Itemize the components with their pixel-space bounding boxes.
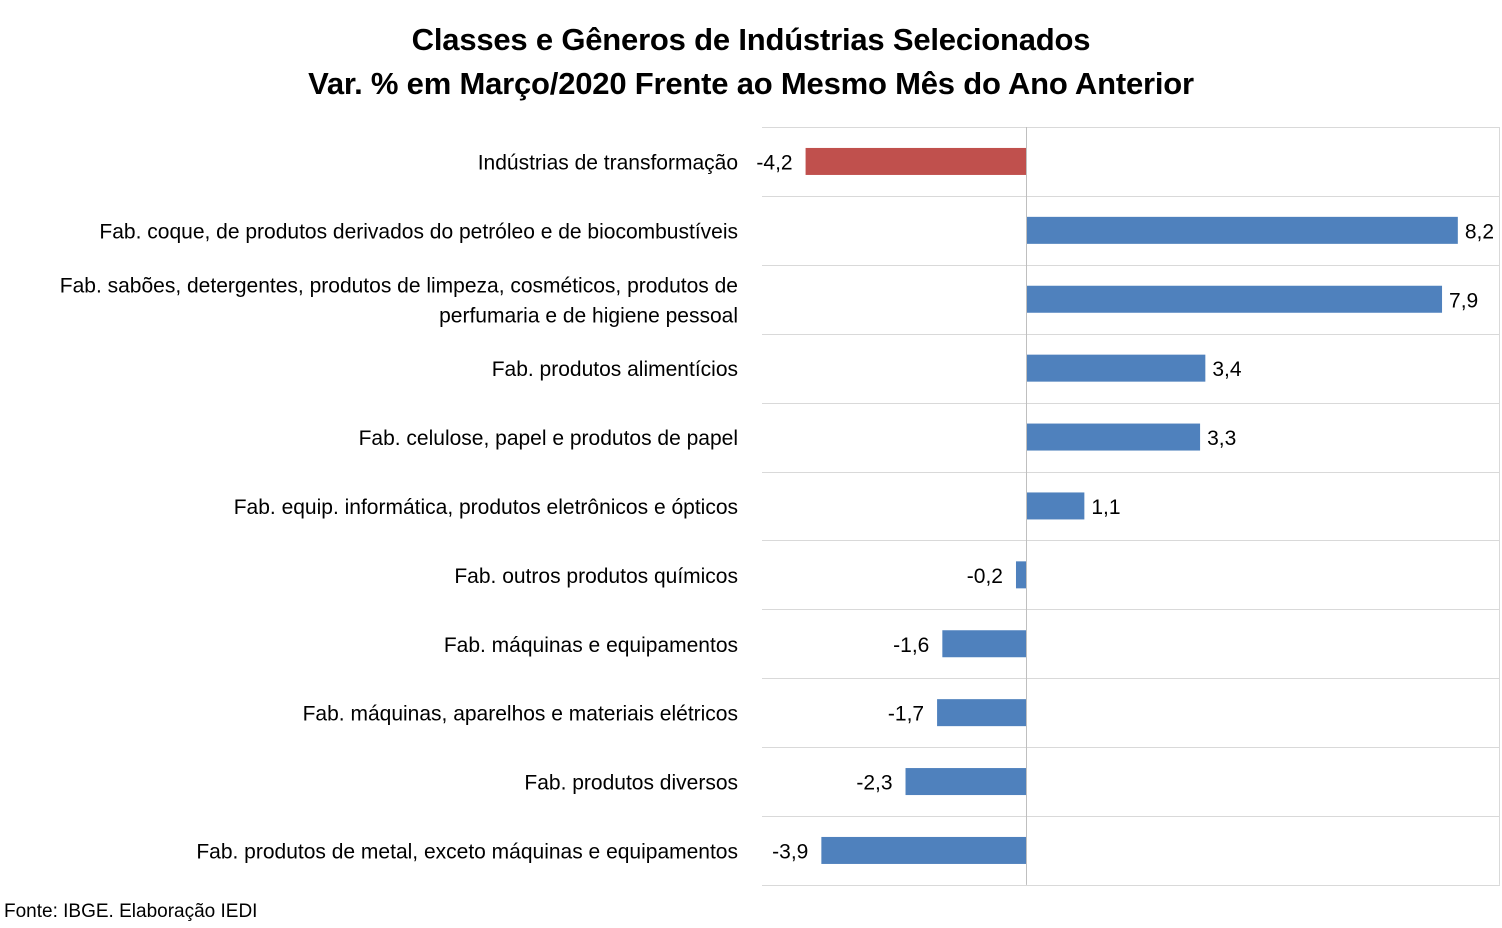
category-label-3: Fab. produtos alimentícios bbox=[492, 358, 738, 381]
value-label-2: 7,9 bbox=[1449, 289, 1478, 312]
bar-7 bbox=[942, 630, 1027, 658]
source-note: Fonte: IBGE. Elaboração IEDI bbox=[4, 901, 258, 922]
bar-layer bbox=[805, 147, 1458, 864]
value-label-10: -3,9 bbox=[772, 840, 808, 863]
bar-9 bbox=[905, 768, 1027, 796]
category-label-7: Fab. máquinas e equipamentos bbox=[444, 634, 738, 657]
category-label-4: Fab. celulose, papel e produtos de papel bbox=[359, 427, 738, 450]
category-label-8: Fab. máquinas, aparelhos e materiais elé… bbox=[303, 703, 738, 726]
grid-layer bbox=[762, 127, 1500, 886]
bar-8 bbox=[937, 699, 1027, 727]
value-label-5: 1,1 bbox=[1091, 496, 1120, 519]
value-label-8: -1,7 bbox=[888, 703, 924, 726]
value-label-1: 8,2 bbox=[1465, 220, 1494, 243]
bar-1 bbox=[1026, 216, 1458, 244]
category-label-6: Fab. outros produtos químicos bbox=[454, 565, 738, 588]
bar-0 bbox=[805, 147, 1027, 175]
value-label-9: -2,3 bbox=[856, 772, 892, 795]
bar-6 bbox=[1015, 561, 1027, 589]
bar-2 bbox=[1026, 285, 1443, 313]
category-label-9: Fab. produtos diversos bbox=[524, 772, 738, 795]
chart-title-line-2: Var. % em Março/2020 Frente ao Mesmo Mês… bbox=[308, 66, 1194, 101]
category-label-2-line-0: Fab. sabões, detergentes, produtos de li… bbox=[60, 274, 738, 297]
value-label-3: 3,4 bbox=[1212, 358, 1242, 381]
bar-10 bbox=[821, 836, 1027, 864]
category-label-0: Indústrias de transformação bbox=[478, 151, 738, 174]
category-label-2-line-1: perfumaria e de higiene pessoal bbox=[439, 304, 738, 327]
chart-title-line-1: Classes e Gêneros de Indústrias Selecion… bbox=[411, 22, 1091, 57]
value-label-6: -0,2 bbox=[967, 565, 1003, 588]
value-label-0: -4,2 bbox=[756, 151, 792, 174]
category-label-10: Fab. produtos de metal, exceto máquinas … bbox=[196, 840, 738, 863]
bar-4 bbox=[1026, 423, 1201, 451]
bar-5 bbox=[1026, 492, 1085, 520]
bar-3 bbox=[1026, 354, 1206, 382]
category-label-5: Fab. equip. informática, produtos eletrô… bbox=[234, 496, 738, 519]
value-label-4: 3,3 bbox=[1207, 427, 1236, 450]
label-layer: -4,2 Indústrias de transformação 8,2 Fab. c… bbox=[60, 151, 1494, 863]
value-label-7: -1,6 bbox=[893, 634, 929, 657]
category-label-1: Fab. coque, de produtos derivados do pet… bbox=[99, 220, 738, 243]
